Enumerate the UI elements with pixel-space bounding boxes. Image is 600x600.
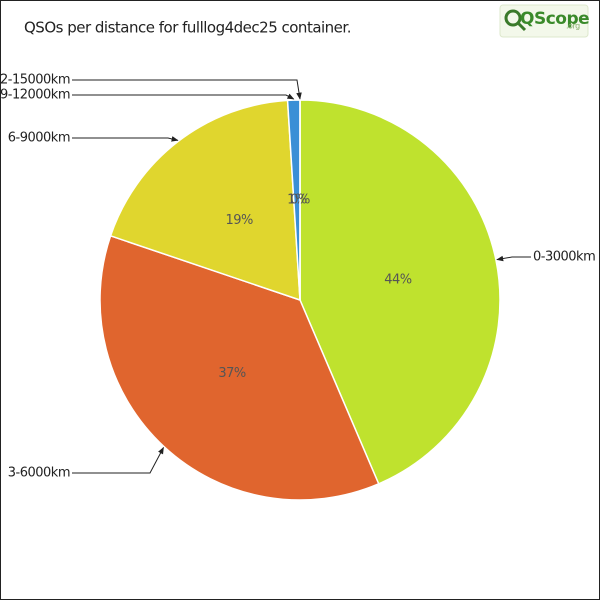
pie-slice [299,99,501,485]
slice-label: 0-3000km [533,250,595,265]
logo: QScope .org [499,4,590,38]
logo-icon [504,9,522,27]
logo-suffix: .org [566,22,580,31]
slice-label: 12-15000km [0,73,70,88]
slice-percent: 19% [226,213,254,228]
leader-line [72,79,302,100]
slice-percent: 44% [384,272,412,287]
logo-icon-handle [516,21,527,32]
slice-percent: 37% [218,366,246,381]
slice-label: 3-6000km [8,466,70,481]
slice-percent: 0% [290,193,310,208]
leader-line [72,136,179,142]
leader-line [72,93,295,100]
leader-line [496,255,531,262]
slice-percent: 1% [287,193,307,208]
leader-line [72,446,164,474]
chart-title: QSOs per distance for fulllog4dec25 cont… [24,19,351,37]
slice-label: 9-12000km [0,88,70,103]
slice-label: 6-9000km [8,131,70,146]
logo-text: QScope [520,9,589,29]
pie-slice [99,234,380,501]
